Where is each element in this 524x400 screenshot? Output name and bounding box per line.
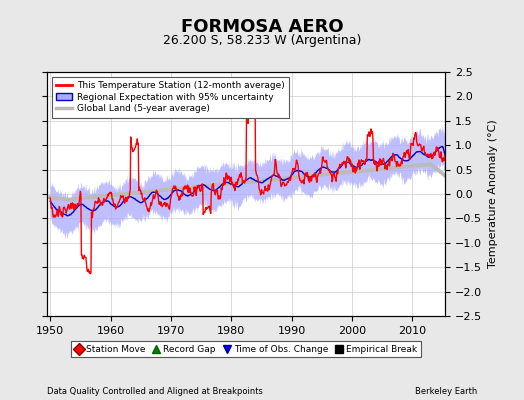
Y-axis label: Temperature Anomaly (°C): Temperature Anomaly (°C) bbox=[488, 120, 498, 268]
Text: Data Quality Controlled and Aligned at Breakpoints: Data Quality Controlled and Aligned at B… bbox=[47, 387, 263, 396]
Text: 26.200 S, 58.233 W (Argentina): 26.200 S, 58.233 W (Argentina) bbox=[163, 34, 361, 47]
Legend: Station Move, Record Gap, Time of Obs. Change, Empirical Break: Station Move, Record Gap, Time of Obs. C… bbox=[71, 341, 421, 358]
Legend: This Temperature Station (12-month average), Regional Expectation with 95% uncer: This Temperature Station (12-month avera… bbox=[52, 76, 289, 118]
Text: FORMOSA AERO: FORMOSA AERO bbox=[181, 18, 343, 36]
Text: Berkeley Earth: Berkeley Earth bbox=[414, 387, 477, 396]
